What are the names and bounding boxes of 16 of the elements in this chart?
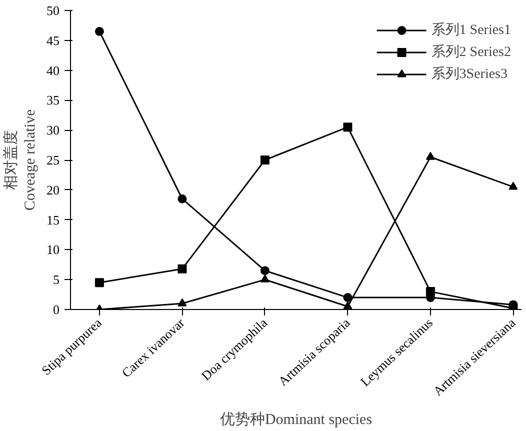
y-tick-label: 20 <box>46 182 60 198</box>
y-tick-label: 50 <box>46 3 60 18</box>
y-tick-label: 0 <box>53 302 60 317</box>
legend-label: 系列2 Series2 <box>431 43 511 61</box>
y-axis-title: 相对盖度 Coveage relative <box>2 109 38 211</box>
y-tick-label: 40 <box>46 62 60 78</box>
y-tick-label: 25 <box>46 152 60 168</box>
legend-label: 系列1 Series1 <box>431 21 511 39</box>
y-tick-label: 10 <box>46 242 60 258</box>
y-tick-label: 45 <box>46 32 60 48</box>
y-tick-label: 15 <box>46 212 60 228</box>
y-tick-label: 5 <box>53 272 60 288</box>
legend-label: 系列3Series3 <box>431 65 508 83</box>
y-tick-label: 35 <box>46 92 60 108</box>
y-tick-label: 30 <box>46 122 60 138</box>
x-axis-title: 优势种Dominant species <box>220 411 372 428</box>
